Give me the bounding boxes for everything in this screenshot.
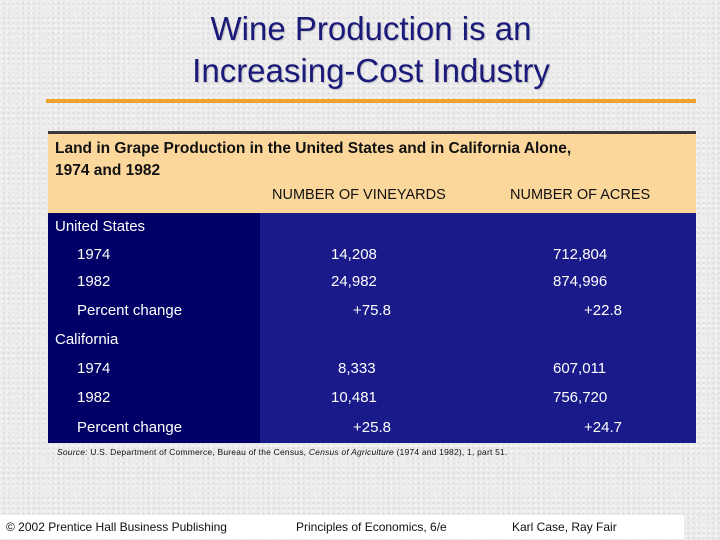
source-text-end: (1974 and 1982), 1, part 51.	[396, 447, 508, 457]
cell-acres: +22.8	[584, 302, 622, 319]
row-label: Percent change	[77, 419, 183, 436]
cell-acres: 874,996	[553, 273, 608, 290]
cell-acres: +24.7	[584, 419, 622, 436]
row-label: 1982	[77, 273, 111, 290]
cell-acres: 756,720	[553, 389, 608, 406]
column-header-acres: NUMBER OF ACRES	[510, 187, 651, 203]
row-label: 1982	[77, 389, 111, 406]
cell-vineyards: 8,333	[338, 360, 376, 377]
table-header: Land in Grape Production in the United S…	[48, 131, 696, 213]
footer-bar	[0, 515, 684, 539]
table-caption: Land in Grape Production in the United S…	[55, 138, 685, 182]
footer-book-title: Principles of Economics, 6/e	[296, 520, 447, 534]
cell-vineyards: +75.8	[353, 302, 391, 319]
cell-acres: 712,804	[553, 246, 608, 263]
source-note: Source: U.S. Department of Commerce, Bur…	[57, 447, 508, 457]
footer-copyright: © 2002 Prentice Hall Business Publishing	[6, 520, 227, 534]
slide-title-line-2: Increasing-Cost Industry	[192, 52, 550, 89]
source-publication: Census of Agriculture	[308, 447, 394, 457]
table-caption-line-1: Land in Grape Production in the United S…	[55, 140, 572, 157]
source-text: U.S. Department of Commerce, Bureau of t…	[90, 447, 307, 457]
footer-authors: Karl Case, Ray Fair	[512, 520, 617, 534]
title-divider	[46, 99, 696, 103]
source-label: Source:	[57, 447, 88, 457]
cell-acres: 607,011	[553, 360, 607, 377]
table-stub-column	[48, 213, 260, 443]
slide-title-line-1: Wine Production is an	[210, 10, 532, 47]
data-table: Land in Grape Production in the United S…	[48, 131, 696, 443]
slide-title: Wine Production is an Increasing-Cost In…	[0, 8, 720, 92]
table-caption-line-2: 1974 and 1982	[55, 162, 161, 179]
group-label-united-states: United States	[55, 218, 146, 235]
cell-vineyards: +25.8	[353, 419, 391, 436]
row-label: Percent change	[77, 302, 183, 319]
cell-vineyards: 10,481	[331, 389, 377, 406]
row-label: 1974	[77, 246, 111, 263]
column-header-vineyards: NUMBER OF VINEYARDS	[272, 187, 446, 203]
row-label: 1974	[77, 360, 111, 377]
cell-vineyards: 24,982	[331, 273, 377, 290]
group-label-california: California	[55, 331, 119, 348]
cell-vineyards: 14,208	[331, 246, 377, 263]
